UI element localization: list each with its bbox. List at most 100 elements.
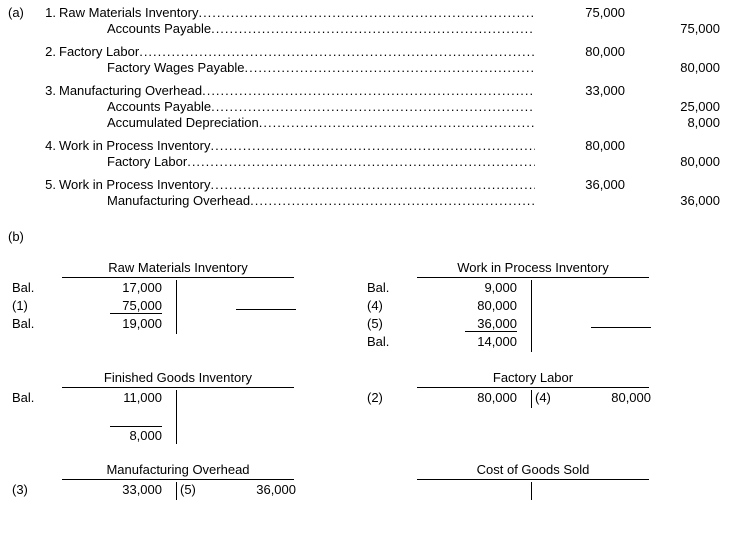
t-account-moh: Manufacturing Overhead(3)33,000(5)36,000 — [12, 462, 312, 500]
t-row-label — [12, 408, 62, 426]
t-right-value — [216, 280, 302, 298]
t-account-row: Bal.14,000 — [367, 334, 667, 352]
entry-number: 4. — [34, 138, 59, 153]
t-left-value: 11,000 — [123, 390, 162, 405]
t-account-fgi: Finished Goods InventoryBal. 11,000 8,000 — [12, 370, 312, 444]
t-left-value: 8,000 — [110, 426, 162, 443]
t-right-value — [571, 298, 657, 316]
credit-amount: 80,000 — [650, 154, 726, 169]
t-account-title: Cost of Goods Sold — [417, 462, 649, 480]
t-accounts-section: Raw Materials InventoryBal.17,000(1)75,0… — [8, 260, 726, 500]
t-account-title: Finished Goods Inventory — [62, 370, 294, 388]
t-account-title: Raw Materials Inventory — [62, 260, 294, 278]
credit-amount: 80,000 — [650, 60, 726, 75]
debit-amount — [535, 99, 650, 114]
t-account-wip: Work in Process InventoryBal.9,000(4)80,… — [367, 260, 667, 352]
journal-line: 2.Factory Labor80,000 — [8, 44, 726, 59]
account-name: Factory Labor — [59, 154, 187, 169]
t-account-row: Bal.19,000 — [12, 316, 312, 334]
t-right-value — [571, 482, 657, 500]
entry-number: 5. — [34, 177, 59, 192]
debit-amount — [535, 193, 650, 208]
t-right-label: (5) — [177, 482, 216, 500]
debit-amount — [535, 154, 650, 169]
credit-amount: 25,000 — [650, 99, 726, 114]
part-b-label: (b) — [8, 229, 726, 244]
t-right-value — [571, 316, 657, 334]
t-row-label: Bal. — [367, 334, 417, 352]
t-row-label: (4) — [367, 298, 417, 316]
journal-line: Accumulated Depreciation8,000 — [8, 115, 726, 130]
t-left-value: 33,000 — [122, 482, 162, 497]
t-account-row: (4) 80,000 — [367, 298, 667, 316]
journal-line: Accounts Payable75,000 — [8, 21, 726, 36]
entry-number: 1. — [34, 5, 59, 20]
blank-underline — [591, 327, 651, 328]
t-left-value: 80,000 — [477, 298, 517, 313]
t-right-label — [532, 298, 571, 316]
t-right-value — [216, 408, 302, 426]
part-a-label: (a) — [8, 5, 34, 20]
t-row-label: Bal. — [367, 280, 417, 298]
t-account-row — [367, 482, 667, 500]
t-right-value — [216, 316, 302, 334]
t-right-value — [216, 426, 302, 444]
t-account-rmi: Raw Materials InventoryBal.17,000(1)75,0… — [12, 260, 312, 352]
journal-line: Manufacturing Overhead36,000 — [8, 193, 726, 208]
t-right-label — [532, 316, 571, 334]
t-row-label: (5) — [367, 316, 417, 334]
credit-amount — [650, 5, 726, 20]
blank-underline — [236, 309, 296, 310]
journal-line: (a)1.Raw Materials Inventory 75,000 — [8, 5, 726, 20]
t-account-title: Manufacturing Overhead — [62, 462, 294, 480]
t-account-row: Bal. 17,000 — [12, 280, 312, 298]
account-name: Accumulated Depreciation — [59, 115, 259, 130]
t-right-label — [177, 408, 216, 426]
t-left-value: 80,000 — [477, 390, 517, 405]
t-left-value: 9,000 — [484, 280, 517, 295]
credit-amount — [650, 138, 726, 153]
t-row-label: Bal. — [12, 390, 62, 408]
journal-line: Factory Wages Payable80,000 — [8, 60, 726, 75]
entry-number: 3. — [34, 83, 59, 98]
t-right-value — [216, 390, 302, 408]
t-right-label — [177, 280, 216, 298]
t-account-row: Bal. 9,000 — [367, 280, 667, 298]
t-left-value: 36,000 — [465, 316, 517, 332]
t-row-label: (2) — [367, 390, 417, 408]
debit-amount: 75,000 — [535, 5, 650, 20]
debit-amount: 80,000 — [535, 44, 650, 59]
t-left-value: 17,000 — [122, 280, 162, 295]
t-right-value — [571, 280, 657, 298]
t-right-value — [216, 298, 302, 316]
t-account-row: (1)75,000 — [12, 298, 312, 316]
t-right-label — [177, 316, 216, 334]
journal-line: 3.Manufacturing Overhead33,000 — [8, 83, 726, 98]
t-account-row: (2)80,000(4)80,000 — [367, 390, 667, 408]
debit-amount: 36,000 — [535, 177, 650, 192]
journal-line: 5.Work in Process Inventory 36,000 — [8, 177, 726, 192]
account-name: Factory Labor — [59, 44, 139, 59]
t-right-label — [177, 298, 216, 316]
t-account-cogs: Cost of Goods Sold — [367, 462, 667, 500]
account-name: Work in Process Inventory — [59, 138, 210, 153]
credit-amount — [650, 44, 726, 59]
account-name: Accounts Payable — [59, 21, 211, 36]
t-account-title: Work in Process Inventory — [417, 260, 649, 278]
t-account-row: (3)33,000(5)36,000 — [12, 482, 312, 500]
debit-amount — [535, 115, 650, 130]
credit-amount — [650, 177, 726, 192]
t-account-fl: Factory Labor(2)80,000(4)80,000 — [367, 370, 667, 444]
t-row-label: Bal. — [12, 280, 62, 298]
t-right-label — [532, 334, 571, 352]
t-right-label — [532, 482, 571, 500]
debit-amount — [535, 21, 650, 36]
t-row-label: (1) — [12, 298, 62, 316]
account-name: Manufacturing Overhead — [59, 193, 250, 208]
journal-line: 4.Work in Process Inventory80,000 — [8, 138, 726, 153]
account-name: Raw Materials Inventory — [59, 5, 198, 20]
t-account-row: (5) 36,000 — [367, 316, 667, 334]
account-name: Work in Process Inventory — [59, 177, 210, 192]
t-row-label: Bal. — [12, 316, 62, 334]
credit-amount — [650, 83, 726, 98]
